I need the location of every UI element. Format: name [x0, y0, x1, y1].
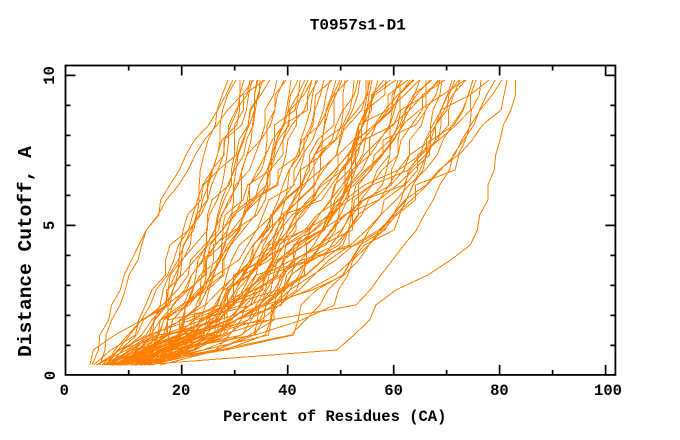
svg-text:60: 60	[384, 382, 403, 400]
svg-text:Percent of Residues (CA): Percent of Residues (CA)	[223, 408, 446, 426]
svg-text:5: 5	[41, 221, 59, 230]
svg-text:T0957s1-D1: T0957s1-D1	[310, 17, 406, 35]
svg-text:10: 10	[41, 66, 59, 85]
svg-text:100: 100	[594, 382, 622, 400]
svg-text:20: 20	[172, 382, 191, 400]
svg-text:0: 0	[60, 382, 69, 400]
svg-text:80: 80	[490, 382, 509, 400]
svg-text:0: 0	[42, 371, 60, 380]
svg-text:40: 40	[278, 382, 297, 400]
svg-text:Distance Cutoff, A: Distance Cutoff, A	[15, 146, 37, 357]
